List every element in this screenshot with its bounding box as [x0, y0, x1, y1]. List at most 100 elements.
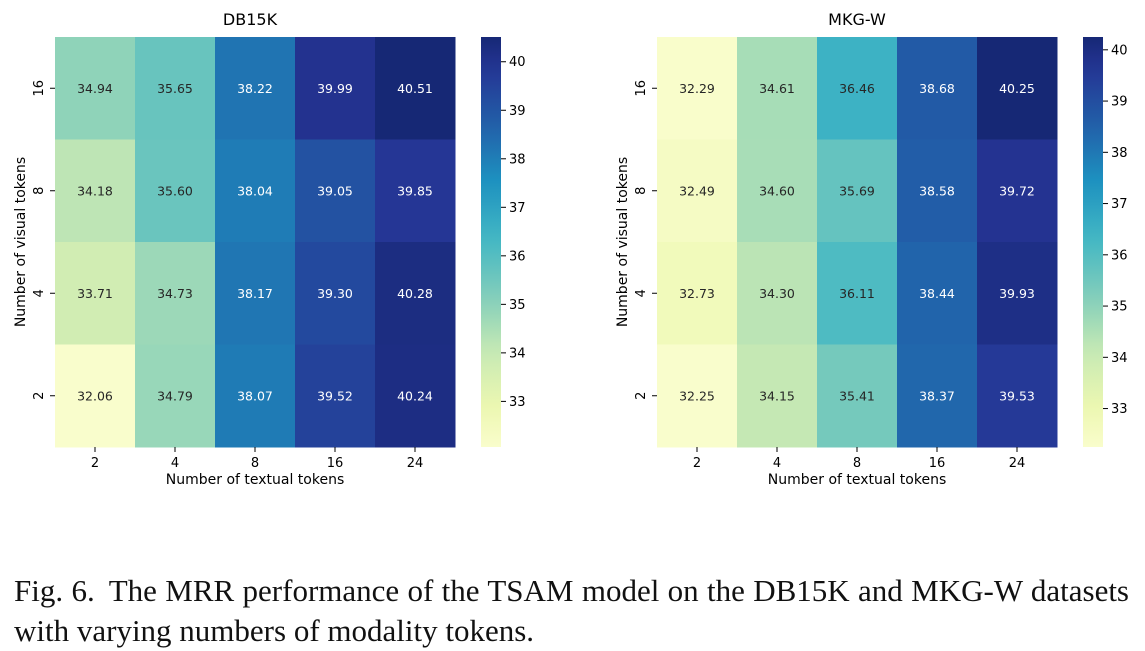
- panel-1-cell-r2-c2: [135, 139, 216, 243]
- panel-1-cell-r1-c2: [135, 37, 216, 140]
- panel-2-cell-r3-c3: [817, 242, 898, 345]
- panel-1-x-tick-label-1: 2: [91, 456, 99, 471]
- panel-2-cell-label-r4-c5: 39.53: [999, 388, 1035, 403]
- panel-1-cell-r2-c3: [215, 139, 296, 243]
- panel-2-cell-r3-c1: [657, 242, 738, 345]
- panel-2-cell-r1-c3: [817, 37, 898, 140]
- panel-1-cell-label-r3-c3: 38.17: [237, 286, 273, 301]
- panel-1-cell-r4-c4: [295, 344, 376, 448]
- panel-1-cell-label-r4-c3: 38.07: [237, 388, 273, 403]
- panel-2-colorbar-tick-label-4: 36: [1111, 248, 1128, 263]
- panel-1-cell-r3-c4: [295, 242, 376, 345]
- panel-2-x-tick-label-2: 4: [773, 456, 781, 471]
- panel-1-colorbar-tick-label-7: 39: [509, 104, 526, 119]
- panel-2-cell-r2-c4: [897, 139, 978, 243]
- panel-2-cell-label-r2-c3: 35.69: [839, 183, 875, 198]
- panel-2-cell-r2-c1: [657, 139, 738, 243]
- panel-2-y-tick-label-2: 8: [634, 187, 649, 195]
- panel-1-title: DB15K: [223, 10, 278, 29]
- panel-2-cell-label-r2-c4: 38.58: [919, 183, 955, 198]
- panel-1-cell-r1-c4: [295, 37, 376, 140]
- panel-2-cell-label-r2-c5: 39.72: [999, 183, 1035, 198]
- panel-1-colorbar: [481, 37, 501, 447]
- panel-2-cell-r4-c5: [977, 344, 1058, 448]
- panel-2-cell-label-r4-c4: 38.37: [919, 388, 955, 403]
- panel-1-cell-label-r1-c3: 38.22: [237, 81, 273, 96]
- panel-1-cell-r4-c5: [375, 344, 456, 448]
- panel-2-cell-r3-c2: [737, 242, 818, 345]
- panel-2-x-axis-label: Number of textual tokens: [768, 472, 947, 488]
- panel-1-cell-r1-c3: [215, 37, 296, 140]
- panel-2-colorbar-tick-label-2: 34: [1111, 351, 1128, 366]
- panel-2-cell-label-r4-c3: 35.41: [839, 388, 875, 403]
- panel-1-x-tick-label-2: 4: [171, 456, 179, 471]
- panel-2-cell-label-r1-c1: 32.29: [679, 81, 715, 96]
- panel-2-cell-r3-c4: [897, 242, 978, 345]
- panel-1-cell-r2-c4: [295, 139, 376, 243]
- panel-2-cell-label-r3-c4: 38.44: [919, 286, 955, 301]
- panel-2-cell-label-r1-c4: 38.68: [919, 81, 955, 96]
- panel-2-cell-label-r1-c5: 40.25: [999, 81, 1035, 96]
- panel-2-x-tick-label-3: 8: [853, 456, 861, 471]
- panel-2-cell-r4-c1: [657, 344, 738, 448]
- panel-1-cell-label-r3-c1: 33.71: [77, 286, 113, 301]
- panel-1-x-tick-label-5: 24: [407, 456, 424, 471]
- panel-1-cell-label-r3-c4: 39.30: [317, 286, 353, 301]
- caption-text: The MRR performance of the TSAM model on…: [14, 573, 1129, 648]
- panel-1-y-tick-label-3: 4: [32, 289, 47, 297]
- panel-2-y-tick-label-3: 4: [634, 289, 649, 297]
- figure: DB15K 34.94 35.65 38.22 39.99 40.51 34.18 35.60…: [13, 10, 1128, 488]
- panel-1-cell-label-r2-c3: 38.04: [237, 183, 273, 198]
- panel-1-cell-label-r4-c1: 32.06: [77, 388, 113, 403]
- panel-1-cell-r2-c5: [375, 139, 456, 243]
- panel-1-cell-r3-c1: [55, 242, 136, 345]
- panel-1-y-tick-label-2: 8: [32, 187, 47, 195]
- panel-1-cell-label-r2-c1: 34.18: [77, 183, 113, 198]
- panel-1-cell-r4-c2: [135, 344, 216, 448]
- panel-1-cell-label-r4-c5: 40.24: [397, 388, 433, 403]
- figure-caption: Fig. 6. The MRR performance of the TSAM m…: [14, 571, 1129, 651]
- panel-1-y-axis-label: Number of visual tokens: [13, 157, 29, 327]
- panel-1-x-tick-label-4: 16: [327, 456, 344, 471]
- panel-1-x-tick-label-3: 8: [251, 456, 259, 471]
- panel-2-colorbar: [1083, 37, 1103, 447]
- panel-2-cell-r2-c3: [817, 139, 898, 243]
- panel-1-cell-label-r3-c5: 40.28: [397, 286, 433, 301]
- panel-1-cell-label-r2-c4: 39.05: [317, 183, 353, 198]
- panel-2-cell-r1-c1: [657, 37, 738, 140]
- panel-1-colorbar-tick-label-1: 33: [509, 395, 526, 410]
- panel-2-colorbar-tick-label-7: 39: [1111, 95, 1128, 110]
- panel-1-cell-r2-c1: [55, 139, 136, 243]
- panel-2-cell-label-r3-c2: 34.30: [759, 286, 795, 301]
- panel-2-cell-label-r4-c1: 32.25: [679, 388, 715, 403]
- panel-2-colorbar-tick-label-5: 37: [1111, 197, 1128, 212]
- panel-2-cell-label-r1-c2: 34.61: [759, 81, 795, 96]
- panel-2-cell-label-r3-c5: 39.93: [999, 286, 1035, 301]
- panel-2-cell-r2-c5: [977, 139, 1058, 243]
- panel-1-cell-r4-c3: [215, 344, 296, 448]
- panel-1-x-axis-label: Number of textual tokens: [166, 472, 345, 488]
- panel-2-colorbar-tick-label-6: 38: [1111, 146, 1128, 161]
- panel-2-cell-r1-c2: [737, 37, 818, 140]
- panel-2-y-tick-label-1: 16: [634, 80, 649, 97]
- panel-1-cell-label-r4-c4: 39.52: [317, 388, 353, 403]
- panel-1-cell-label-r1-c5: 40.51: [397, 81, 433, 96]
- panel-2-cell-r4-c4: [897, 344, 978, 448]
- panel-1-cell-label-r1-c1: 34.94: [77, 81, 113, 96]
- panel-1-cell-label-r4-c2: 34.79: [157, 388, 193, 403]
- panel-1-cell-r3-c3: [215, 242, 296, 345]
- panel-1-colorbar-tick-label-4: 36: [509, 249, 526, 264]
- panel-2-cell-r4-c2: [737, 344, 818, 448]
- panel-1-cell-label-r2-c5: 39.85: [397, 183, 433, 198]
- panel-2-x-tick-label-1: 2: [693, 456, 701, 471]
- panel-2-title: MKG-W: [828, 10, 886, 29]
- panel-2-cell-label-r4-c2: 34.15: [759, 388, 795, 403]
- panel-2-colorbar-tick-label-3: 35: [1111, 300, 1128, 315]
- panel-1-cell-label-r2-c2: 35.60: [157, 183, 193, 198]
- panel-2-cell-r4-c3: [817, 344, 898, 448]
- panel-2-colorbar-tick-label-1: 33: [1111, 402, 1128, 417]
- panel-2-y-axis-label: Number of visual tokens: [615, 157, 631, 327]
- panel-2-cell-r1-c4: [897, 37, 978, 140]
- panel-2-colorbar-tick-label-8: 40: [1111, 43, 1128, 58]
- panel-1-cell-r3-c2: [135, 242, 216, 345]
